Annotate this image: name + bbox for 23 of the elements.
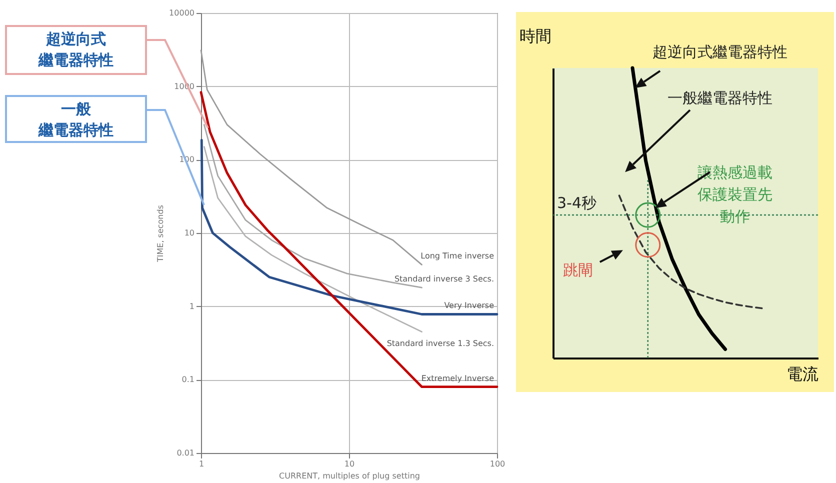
- annotation: 跳閘: [562, 261, 593, 280]
- series-label: Very Inverse: [444, 301, 494, 310]
- text: 超逆向式繼電器特性: [652, 43, 788, 62]
- x-axis-title: 電流: [786, 364, 818, 384]
- y-tick-label: 1: [189, 302, 194, 311]
- x-tick-label: 100: [490, 460, 506, 468]
- y-tick-label: 0.01: [176, 448, 194, 458]
- annotation: 一般繼電器特性: [667, 88, 772, 107]
- text: Standard inverse 1.3 Secs.: [386, 338, 494, 348]
- ref-line-label: 3-4秒: [557, 194, 596, 212]
- text: 一般繼電器特性: [37, 99, 114, 141]
- y-tick-label: 0.1: [182, 375, 194, 384]
- y-axis-title: 時間: [520, 26, 552, 46]
- x-axis-title: CURRENT, multiples of plug setting: [279, 472, 420, 480]
- series-label: Extremely Inverse: [421, 374, 494, 383]
- y-tick-label: 10: [184, 228, 194, 238]
- y-axis-title: TIME, seconds: [156, 205, 166, 263]
- x-tick-label: 1: [198, 460, 204, 468]
- series-label: Standard inverse 3 Secs.: [394, 274, 494, 284]
- x-tick-label: 10: [344, 460, 355, 468]
- y-tick-label: 10000: [169, 8, 194, 18]
- series-label: Long Time inverse: [420, 252, 494, 261]
- text: 超逆向式繼電器特性: [37, 29, 114, 71]
